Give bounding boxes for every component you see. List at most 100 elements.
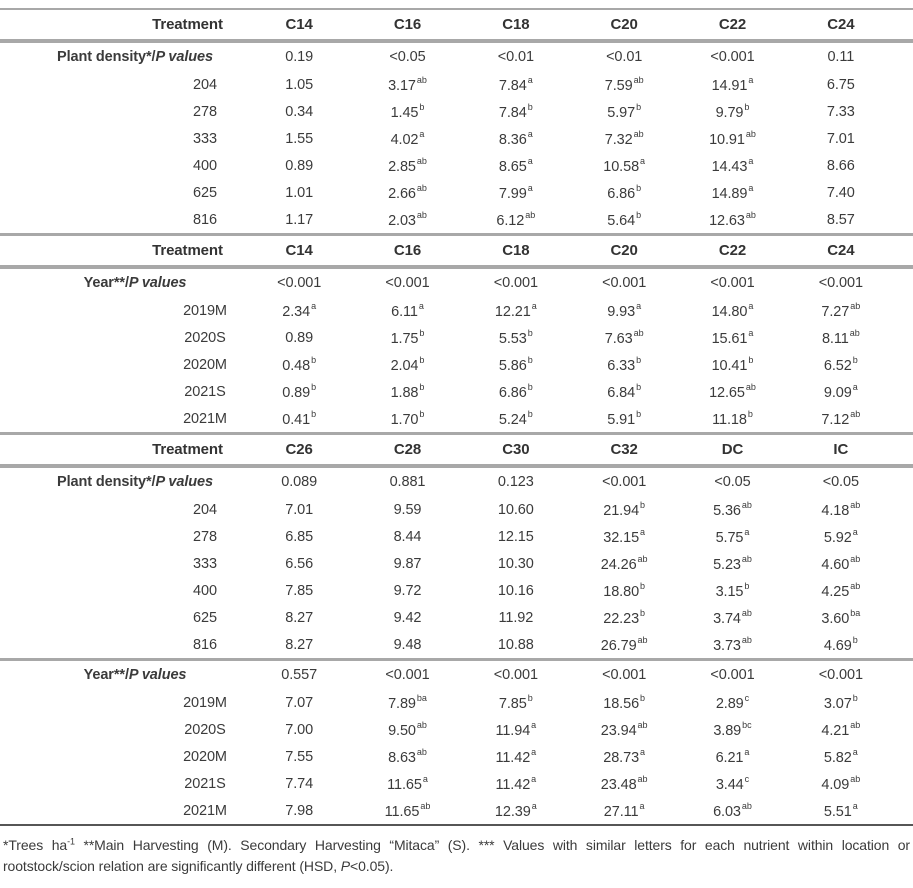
value-cell: 6.21a bbox=[678, 747, 786, 766]
significance-letters: ab bbox=[637, 553, 648, 564]
value-number: <0.001 bbox=[710, 275, 755, 291]
significance-letters: b bbox=[311, 408, 317, 419]
value-number: 5.91 bbox=[607, 411, 636, 428]
value-number: 27.11 bbox=[603, 803, 639, 820]
significance-letters: ab bbox=[416, 209, 427, 220]
value-number: 0.89 bbox=[285, 157, 314, 174]
treatment-row: 204 1.05 3.17ab 7.84a 7.59ab 14.91a 6.75 bbox=[0, 71, 913, 98]
significance-letters: ab bbox=[745, 209, 756, 220]
section-c26-ic-year: Year**/P values 0.557 <0.001 <0.001 <0.001 <0… bbox=[0, 658, 913, 824]
value-number: 4.18 bbox=[821, 502, 850, 519]
value-cell: 7.74 bbox=[245, 776, 353, 792]
value-cell: 11.18b bbox=[678, 409, 786, 428]
significance-letters: ab bbox=[741, 607, 752, 618]
significance-letters: b bbox=[640, 692, 646, 703]
p-label-text: Plant density*/ bbox=[57, 474, 156, 490]
value-number: 22.23 bbox=[603, 610, 640, 627]
value-cell: 11.92 bbox=[462, 610, 570, 626]
value-number: 12.21 bbox=[494, 303, 531, 320]
value-number: 0.11 bbox=[827, 49, 855, 65]
value-number: 0.19 bbox=[285, 49, 314, 65]
value-cell: 3.74ab bbox=[678, 607, 786, 627]
significance-letters: a bbox=[527, 74, 533, 85]
column-header-c20: C20 bbox=[610, 16, 638, 33]
significance-letters: ab bbox=[741, 553, 752, 564]
value-cell: 8.66 bbox=[787, 158, 895, 174]
p-label-text: Plant density*/ bbox=[57, 49, 156, 65]
value-number: 6.56 bbox=[285, 555, 314, 572]
value-cell: 10.88 bbox=[462, 637, 570, 653]
p-values-row: Year**/P values 0.557 <0.001 <0.001 <0.001 <0… bbox=[0, 661, 913, 689]
value-number: 8.63 bbox=[388, 749, 416, 766]
value-number: <0.001 bbox=[385, 667, 430, 683]
value-number: 0.34 bbox=[285, 103, 314, 120]
value-number: 14.43 bbox=[711, 158, 748, 175]
significance-letters: ab bbox=[850, 773, 861, 784]
row-label: 816 bbox=[193, 211, 217, 228]
header-row: Treatment C26 C28 C30 C32 DC IC bbox=[0, 435, 913, 468]
value-cell: 3.89bc bbox=[678, 720, 786, 739]
significance-letters: ab bbox=[633, 74, 644, 85]
value-number: 2.66 bbox=[388, 185, 416, 202]
column-header-dc: DC bbox=[721, 441, 744, 458]
row-label: 2019M bbox=[183, 694, 227, 711]
value-cell: 9.79b bbox=[678, 102, 786, 121]
treatment-row: 2021S 0.89b 1.88b 6.86b 6.84b 12.65ab 9.09a bbox=[0, 378, 913, 405]
significance-letters: b bbox=[636, 381, 642, 392]
value-cell: 7.85b bbox=[462, 693, 570, 712]
significance-letters: a bbox=[531, 719, 537, 730]
value-cell: 7.32ab bbox=[570, 129, 678, 148]
significance-letters: a bbox=[640, 526, 646, 537]
value-cell: 10.58a bbox=[570, 156, 678, 175]
value-number: 5.86 bbox=[498, 357, 527, 374]
value-number: 28.73 bbox=[603, 749, 640, 766]
value-cell: 4.60ab bbox=[787, 554, 895, 573]
value-cell: 7.98 bbox=[245, 803, 353, 819]
value-cell: <0.05 bbox=[678, 474, 786, 490]
value-number: 0.123 bbox=[497, 474, 534, 490]
p-label-text: Year**/ bbox=[83, 275, 129, 291]
value-cell: 1.45b bbox=[353, 102, 461, 121]
value-number: 10.60 bbox=[497, 501, 534, 518]
row-label: 2021S bbox=[184, 775, 226, 792]
value-cell: 7.00 bbox=[245, 722, 353, 738]
value-number: 26.79 bbox=[600, 637, 637, 654]
value-number: 24.26 bbox=[600, 556, 637, 573]
value-cell: 23.48ab bbox=[570, 774, 678, 793]
significance-letters: b bbox=[419, 354, 425, 365]
value-number: 3.07 bbox=[823, 695, 852, 712]
significance-letters: ab bbox=[637, 719, 648, 730]
value-number: 23.94 bbox=[600, 722, 637, 739]
treatment-row: 2021M 7.98 11.65ab 12.39a 27.11a 6.03ab 5.51a bbox=[0, 797, 913, 824]
column-header-treatment: Treatment bbox=[152, 242, 223, 259]
value-number: 1.45 bbox=[390, 104, 419, 121]
value-cell: 26.79ab bbox=[570, 635, 678, 654]
value-cell: 14.91a bbox=[678, 75, 786, 94]
value-cell: 7.84b bbox=[462, 102, 570, 121]
value-number: 5.24 bbox=[498, 411, 527, 428]
value-cell: 0.89 bbox=[245, 158, 353, 174]
value-cell: 5.64b bbox=[570, 210, 678, 229]
value-number: 2.04 bbox=[390, 357, 419, 374]
value-cell: 1.88b bbox=[353, 382, 461, 401]
value-number: 9.93 bbox=[607, 303, 636, 320]
column-header-c14: C14 bbox=[285, 16, 313, 33]
value-cell: 7.55 bbox=[245, 749, 353, 765]
section-c14-c24-plant-density: Treatment C14 C16 C18 C20 C22 C24 Plant density… bbox=[0, 10, 913, 233]
value-cell: 11.42a bbox=[462, 774, 570, 793]
value-cell: 5.92a bbox=[787, 527, 895, 546]
value-cell: 7.01 bbox=[245, 502, 353, 518]
value-cell: 12.21a bbox=[462, 301, 570, 320]
value-number: 7.84 bbox=[498, 77, 527, 94]
value-cell: 32.15a bbox=[570, 526, 678, 546]
significance-letters: b bbox=[640, 580, 646, 591]
value-cell: 0.557 bbox=[245, 667, 353, 683]
value-cell: 9.09a bbox=[787, 382, 895, 401]
column-header-c18: C18 bbox=[502, 242, 530, 259]
column-header-c16: C16 bbox=[393, 242, 422, 259]
value-number: 1.75 bbox=[390, 330, 419, 347]
value-number: 9.42 bbox=[393, 609, 422, 626]
value-number: 12.63 bbox=[709, 212, 745, 229]
value-number: 11.18 bbox=[712, 411, 747, 428]
treatment-row: 278 0.34 1.45b 7.84b 5.97b 9.79b 7.33 bbox=[0, 98, 913, 125]
